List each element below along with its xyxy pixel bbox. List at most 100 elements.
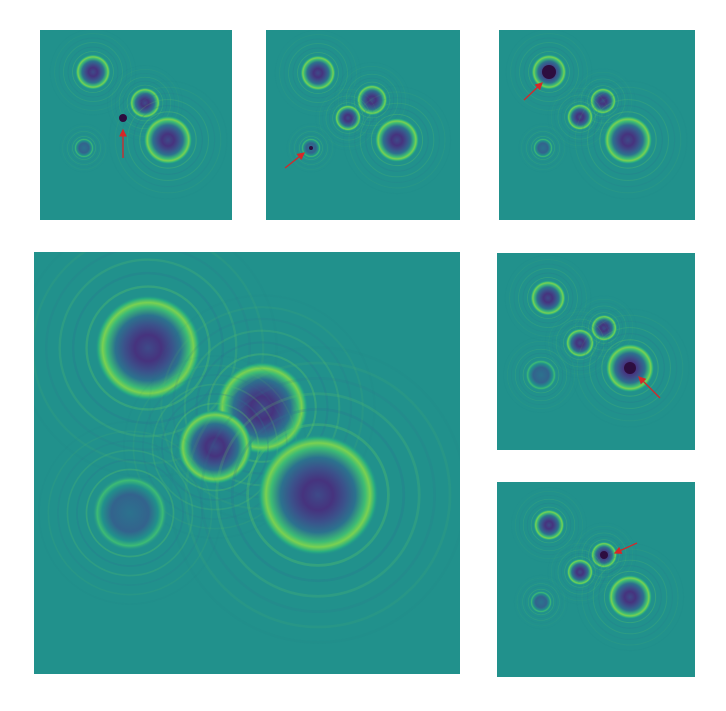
ripple [514,348,568,402]
ripple [555,318,605,368]
ripple [587,85,619,117]
ripple [564,556,596,588]
ripple [521,126,565,170]
ripple [59,123,109,173]
ripple [523,46,575,98]
ripple [45,252,251,451]
ripple [583,81,623,121]
ripple [522,356,560,394]
ripple [581,548,679,646]
wave-source [566,558,594,586]
ripple [528,133,558,163]
ripple [578,302,630,354]
ripple [283,38,353,108]
ripple [580,78,626,124]
wave-source [603,115,653,165]
wave-source [92,475,168,551]
panel-background [499,30,695,220]
ripple [72,136,96,160]
ripple [515,491,583,559]
ripple [345,73,399,127]
ripple [341,69,403,131]
ripple [586,98,670,182]
ripple [571,295,637,361]
ripple [286,123,336,173]
arrow [284,152,306,169]
ripple [526,131,560,165]
ripple [72,51,114,93]
wave-source [530,280,566,316]
ripple [601,339,659,397]
ripple [54,33,132,111]
ripple [342,85,452,195]
ripple [559,322,601,364]
ripple [34,252,265,465]
ripple [69,133,99,163]
ripple [170,402,260,492]
ripple [122,80,168,126]
wave-source [356,84,388,116]
ripple [525,586,557,618]
ripple [64,128,104,168]
ripple [292,47,344,99]
ripple [370,113,424,167]
ripple [588,326,672,410]
point-source [119,114,127,122]
wave-source [608,575,652,619]
ripple [120,92,216,188]
ripple [547,84,613,150]
arrow [638,376,661,399]
arrow [523,82,543,101]
wave-source [530,591,552,613]
ripple [322,92,374,144]
ripple [526,502,572,548]
panel-background [40,30,232,220]
panel-background [266,30,460,220]
ripple [560,97,600,137]
ripple [71,271,225,425]
ripple [47,430,213,596]
ripple [359,102,435,178]
panel-background [497,482,695,677]
ripple [554,546,606,598]
ripple [334,62,410,138]
ripple [598,565,662,629]
ripple [114,86,222,194]
ripple [67,131,101,165]
ripple [570,68,636,134]
ripple [573,71,633,131]
ripple [85,468,175,558]
wave-source [566,103,594,131]
ripple [509,259,587,337]
ripple [58,37,128,107]
ripple [139,111,197,169]
ripple [588,539,620,571]
ripple [582,320,678,416]
wave-source [143,115,193,165]
panel [34,252,460,674]
ripple [332,102,364,134]
wave-source [589,87,617,115]
wave-source [74,138,94,158]
ripple [279,34,357,112]
ripple [151,383,279,511]
ripple [76,459,184,567]
ripple [504,254,592,342]
point-source [600,551,608,559]
ripple [563,326,597,360]
wave-source [75,54,111,90]
ripple [584,535,624,575]
ripple [516,577,566,627]
ripple [527,588,555,616]
wave-source [129,87,161,119]
ripple [581,305,627,351]
ripple [578,529,630,581]
ripple [523,128,563,168]
ripple [299,136,323,160]
ripple [288,43,348,103]
panel [497,482,695,677]
ripple [169,346,460,644]
ripple [510,344,572,406]
